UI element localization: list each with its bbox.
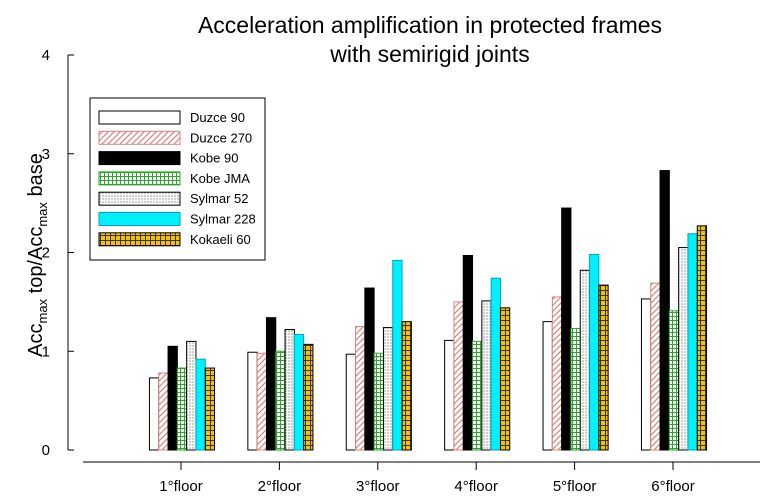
y-tick-label: 1	[42, 343, 50, 360]
bar	[401, 321, 412, 451]
bar	[355, 326, 366, 451]
bar	[186, 340, 197, 451]
chart-title-line1: Acceleration amplification in protected …	[198, 12, 662, 38]
legend-label: Duzce 90	[190, 110, 245, 125]
legend-swatch	[98, 110, 181, 125]
legend-label: Kobe JMA	[190, 171, 250, 186]
bar	[167, 345, 178, 451]
y-tick-label: 0	[42, 442, 50, 459]
y-axis-label: Accmax top/Accmax base	[25, 153, 50, 357]
x-tick-label: 3°floor	[356, 478, 400, 495]
bars	[148, 170, 708, 451]
bar	[481, 300, 492, 451]
bar	[148, 377, 160, 451]
y-tick-label: 2	[42, 245, 50, 262]
bar	[364, 287, 375, 451]
x-tick-label: 1°floor	[159, 478, 203, 495]
legend-label: Kokaeli 60	[190, 232, 251, 247]
legend-label: Kobe 90	[190, 151, 238, 166]
axes: 0 1 2 3 4 1°floor 2°floor 3°floor 4°floor 5°floor…	[42, 47, 760, 495]
bar	[158, 372, 169, 451]
legend-swatch	[98, 232, 181, 247]
bar	[462, 254, 474, 451]
bar	[678, 247, 689, 451]
legend-label: Sylmar 228	[190, 212, 256, 227]
bar	[176, 367, 188, 451]
bar	[696, 225, 708, 451]
legend-swatch	[98, 130, 181, 145]
bar	[444, 339, 455, 451]
bar	[373, 352, 384, 451]
bar	[453, 301, 464, 451]
legend-label: Duzce 270	[190, 130, 252, 145]
bar	[275, 350, 286, 451]
bar	[640, 298, 652, 451]
legend-swatch	[98, 191, 181, 206]
bar	[542, 321, 553, 451]
legend-swatch	[98, 171, 181, 186]
bar	[659, 170, 670, 451]
bar	[195, 358, 206, 451]
y-tick-label: 3	[42, 146, 50, 163]
bar	[284, 329, 295, 451]
x-tick-label: 6°floor	[651, 478, 695, 495]
bar	[687, 233, 698, 451]
bar	[247, 351, 258, 451]
chart-title-line2: with semirigid joints	[329, 41, 529, 67]
bar	[668, 310, 680, 451]
legend-label: Sylmar 52	[190, 191, 249, 206]
bar	[265, 317, 277, 451]
bar	[589, 253, 600, 451]
bar	[345, 353, 357, 451]
bar	[303, 343, 314, 451]
x-tick-label: 4°floor	[454, 478, 498, 495]
bar	[598, 284, 609, 451]
bar	[490, 277, 501, 451]
bar	[570, 328, 581, 451]
bar	[392, 259, 403, 451]
x-tick-label: 5°floor	[553, 478, 597, 495]
bar	[382, 327, 394, 451]
bar	[472, 340, 483, 451]
legend: Duzce 90 Duzce 270 Kobe 90 Kobe JMA Sylmar 5…	[89, 97, 266, 261]
bar	[579, 269, 591, 451]
bar	[256, 352, 267, 451]
legend-swatch	[98, 212, 181, 226]
bar	[293, 333, 305, 451]
x-tick-label: 2°floor	[258, 478, 302, 495]
bar	[499, 307, 511, 451]
bar	[561, 207, 572, 451]
bar	[650, 282, 661, 451]
bar	[551, 296, 563, 451]
bar	[204, 367, 216, 451]
legend-swatch	[98, 151, 181, 166]
y-tick-label: 4	[42, 47, 50, 64]
